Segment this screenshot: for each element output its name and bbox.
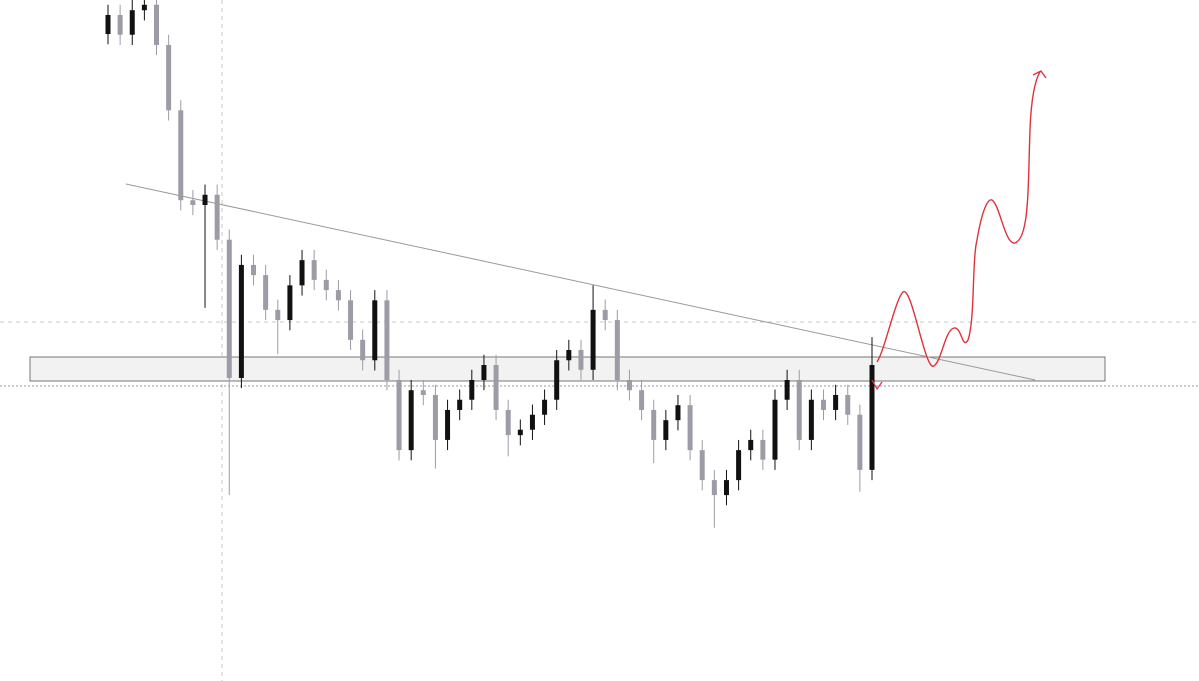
candle-body (784, 379, 790, 400)
candle-body (311, 260, 317, 280)
candle-body (238, 264, 244, 378)
candle-body (590, 309, 596, 370)
candle-body (857, 414, 863, 470)
projection-path (876, 71, 1041, 367)
candle-body (420, 390, 426, 395)
candle-body (202, 194, 208, 205)
candle-body (663, 420, 669, 440)
candle-body (845, 394, 851, 415)
candle-body (360, 339, 366, 361)
candle-body (626, 379, 632, 391)
candle-body (699, 450, 705, 481)
candle-body (869, 365, 875, 470)
candle-body (408, 390, 414, 451)
candle-body (639, 390, 645, 410)
candle-body (141, 4, 147, 11)
candle-body (457, 399, 463, 410)
candle-body (711, 480, 717, 496)
candle-body (117, 14, 123, 35)
candle-body (493, 365, 499, 410)
candles (105, 0, 875, 528)
candle-body (190, 200, 196, 205)
candle-body (820, 399, 826, 410)
candle-body (542, 399, 548, 415)
candle-body (675, 405, 681, 421)
candle-body (760, 439, 766, 460)
candle-body (505, 409, 511, 436)
candle-body (687, 405, 693, 451)
candle-body (226, 239, 232, 378)
candle-body (323, 279, 329, 291)
candle-body (723, 480, 729, 496)
candle-body (335, 290, 341, 301)
candle-body (469, 379, 475, 400)
candle-body (287, 285, 293, 321)
candle-body (178, 110, 184, 201)
candle-body (833, 394, 839, 410)
candle-body (748, 439, 754, 451)
candle-body (372, 300, 378, 361)
candle-body (214, 194, 220, 240)
projection-start (871, 379, 883, 391)
candle-body (578, 350, 584, 370)
candle-body (396, 379, 402, 451)
candle-body (263, 275, 269, 310)
candle-body (445, 409, 451, 440)
candle-body (566, 350, 572, 361)
candle-body (651, 409, 657, 440)
candle-body (736, 450, 742, 481)
candle-body (166, 44, 172, 111)
candle-body (602, 309, 608, 321)
candle-body (154, 4, 160, 45)
candle-body (432, 394, 438, 440)
candle-body (517, 429, 523, 436)
candle-body (299, 260, 305, 286)
candle-body (772, 399, 778, 460)
candle-body (105, 14, 111, 35)
candle-body (481, 365, 487, 380)
candle-body (808, 399, 814, 440)
projection-arrowhead (1032, 70, 1047, 79)
candle-body (129, 10, 135, 35)
candle-body (251, 264, 257, 276)
candle-body (384, 300, 390, 380)
candle-body (796, 379, 802, 440)
candle-body (529, 414, 535, 430)
candle-body (275, 309, 281, 321)
candle-body (348, 300, 354, 340)
support-zone (29, 356, 1106, 382)
candle-body (554, 360, 560, 400)
candle-body (614, 320, 620, 380)
